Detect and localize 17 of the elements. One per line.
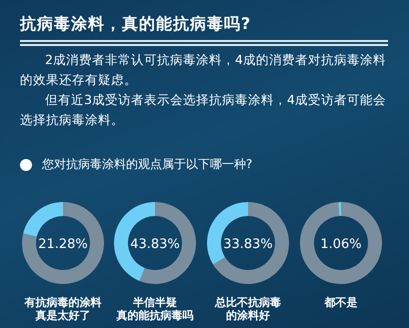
donut-slice <box>23 202 63 237</box>
text: 抗病毒涂料，真的能抗病毒吗? <box>20 14 252 35</box>
text: 43.83% <box>130 237 180 252</box>
text: 但有近3成受访者表示会选择抗病毒涂料，4成受访者可能会选择抗病毒涂料。 <box>20 91 387 129</box>
text: 半信半疑真的能抗病毒吗 <box>116 296 194 322</box>
donut-slice <box>300 202 382 284</box>
text: 您对抗病毒涂料的观点属于以下哪一种? <box>42 156 252 173</box>
text: 总比不抗病毒的涂料好 <box>214 296 282 322</box>
text: 有抗病毒的涂料真是太好了 <box>23 296 102 322</box>
text: 33.83% <box>223 237 273 252</box>
donut-slice <box>213 202 289 284</box>
donut-slice <box>338 202 341 216</box>
text: 都不是 <box>323 296 358 309</box>
text: 21.28% <box>38 237 88 252</box>
donut-slice <box>22 202 104 284</box>
text: 2成消费者非常认可抗病毒涂料，4成的消费者对抗病毒涂料的效果还存有疑虑。 <box>20 51 387 89</box>
text: 1.06% <box>320 237 362 252</box>
